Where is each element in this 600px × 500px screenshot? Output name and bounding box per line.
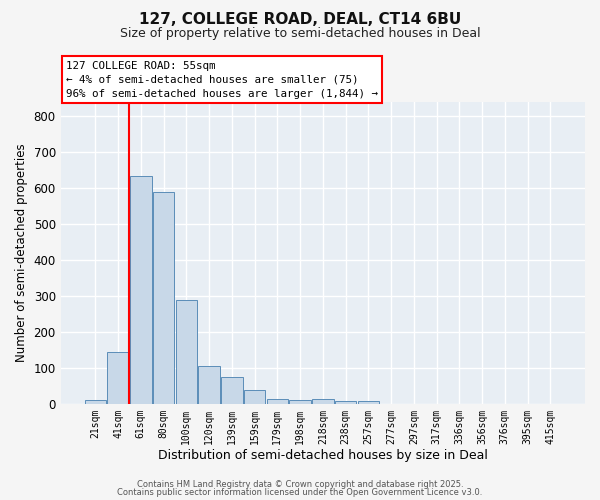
Bar	[130, 176, 152, 404]
Bar	[312, 399, 334, 404]
Bar	[244, 390, 265, 404]
Bar	[335, 402, 356, 404]
Bar	[266, 399, 288, 404]
Text: Contains public sector information licensed under the Open Government Licence v3: Contains public sector information licen…	[118, 488, 482, 497]
Bar	[176, 300, 197, 404]
Y-axis label: Number of semi-detached properties: Number of semi-detached properties	[15, 144, 28, 362]
Bar	[85, 400, 106, 404]
Text: 127 COLLEGE ROAD: 55sqm
← 4% of semi-detached houses are smaller (75)
96% of sem: 127 COLLEGE ROAD: 55sqm ← 4% of semi-det…	[66, 61, 378, 99]
Bar	[107, 352, 129, 404]
Text: Contains HM Land Registry data © Crown copyright and database right 2025.: Contains HM Land Registry data © Crown c…	[137, 480, 463, 489]
Bar	[198, 366, 220, 404]
Bar	[153, 192, 175, 404]
Text: 127, COLLEGE ROAD, DEAL, CT14 6BU: 127, COLLEGE ROAD, DEAL, CT14 6BU	[139, 12, 461, 28]
Bar	[358, 401, 379, 404]
Text: Size of property relative to semi-detached houses in Deal: Size of property relative to semi-detach…	[119, 28, 481, 40]
Bar	[221, 377, 242, 404]
X-axis label: Distribution of semi-detached houses by size in Deal: Distribution of semi-detached houses by …	[158, 450, 488, 462]
Bar	[289, 400, 311, 404]
